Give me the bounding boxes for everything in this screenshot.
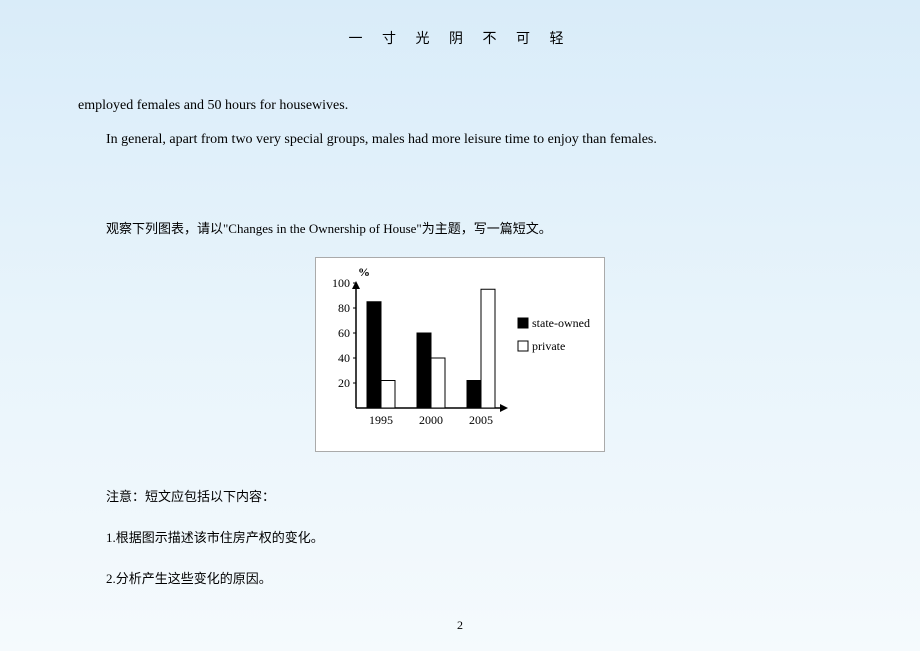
content-area: employed females and 50 hours for housew… — [0, 48, 920, 587]
page-header: 一 寸 光 阴 不 可 轻 — [0, 0, 920, 48]
note-title: 注意：短文应包括以下内容： — [78, 486, 842, 505]
page-number: 2 — [0, 618, 920, 633]
svg-text:%: % — [358, 265, 370, 279]
svg-text:2000: 2000 — [419, 413, 443, 427]
svg-text:60: 60 — [338, 326, 350, 340]
svg-text:2005: 2005 — [469, 413, 493, 427]
note-item-1: 1.根据图示描述该市住房产权的变化。 — [78, 527, 842, 546]
writing-prompt: 观察下列图表，请以"Changes in the Ownership of Ho… — [78, 218, 842, 237]
bar-chart: % 20 40 60 80 100 1995 2000 2005 state-owned priva… — [315, 257, 605, 452]
svg-text:40: 40 — [338, 351, 350, 365]
chart-container: % 20 40 60 80 100 1995 2000 2005 state-owned priva… — [78, 257, 842, 456]
svg-text:100: 100 — [332, 276, 350, 290]
svg-text:20: 20 — [338, 376, 350, 390]
svg-text:1995: 1995 — [369, 413, 393, 427]
paragraph-summary: In general, apart from two very special … — [78, 132, 842, 148]
svg-text:state-owned: state-owned — [532, 316, 590, 330]
chart-svg: % 20 40 60 80 100 1995 2000 2005 state-owned priva… — [316, 258, 604, 451]
svg-text:private: private — [532, 339, 565, 353]
svg-text:80: 80 — [338, 301, 350, 315]
note-item-2: 2.分析产生这些变化的原因。 — [78, 568, 842, 587]
paragraph-continuation: employed females and 50 hours for housew… — [78, 98, 842, 114]
